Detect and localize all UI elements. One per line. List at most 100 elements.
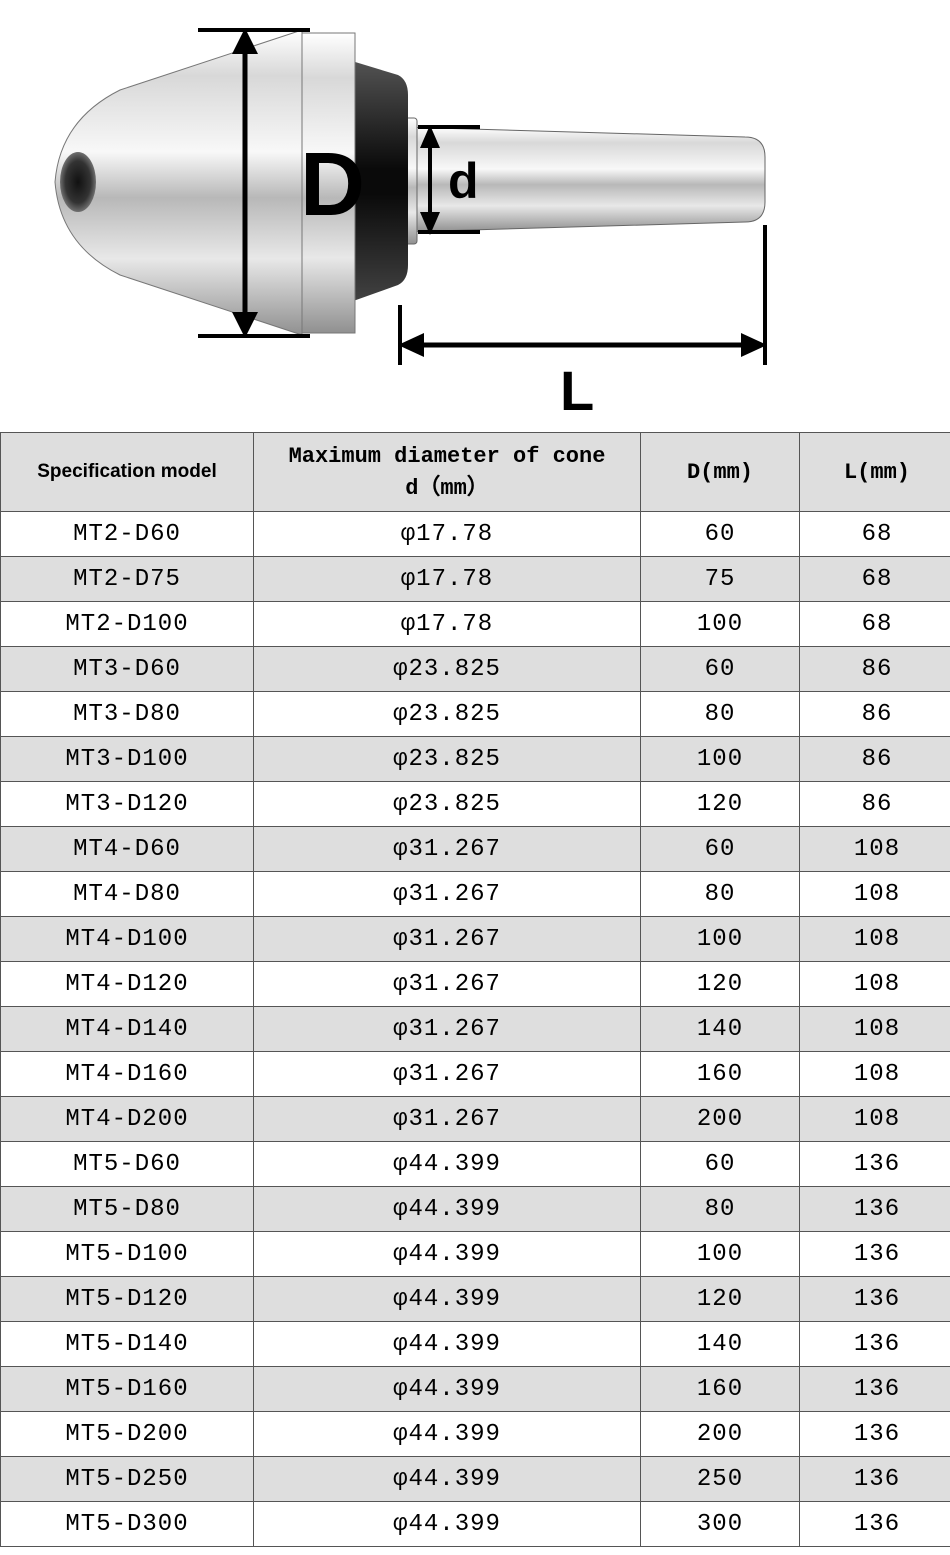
cell-L: 108 (800, 1007, 950, 1052)
cell-spec: MT3-D60 (1, 647, 254, 692)
col-header-L: L(mm) (800, 433, 950, 512)
cell-D: 80 (641, 1187, 800, 1232)
table-row: MT4-D200φ31.267200108 (1, 1097, 950, 1142)
col-header-spec: Specification model (1, 433, 254, 512)
table-row: MT3-D80φ23.8258086 (1, 692, 950, 737)
cell-L: 86 (800, 692, 950, 737)
cell-D: 160 (641, 1052, 800, 1097)
cell-spec: MT2-D60 (1, 512, 254, 557)
cell-cone_d: φ31.267 (254, 872, 641, 917)
table-row: MT3-D120φ23.82512086 (1, 782, 950, 827)
cell-D: 80 (641, 872, 800, 917)
table-row: MT5-D60φ44.39960136 (1, 1142, 950, 1187)
col-header-cone-d-line1: Maximum diameter of cone (289, 444, 606, 469)
cell-L: 136 (800, 1232, 950, 1277)
cell-D: 120 (641, 782, 800, 827)
cell-D: 100 (641, 917, 800, 962)
cell-L: 136 (800, 1502, 950, 1547)
cell-cone_d: φ31.267 (254, 1007, 641, 1052)
cell-spec: MT5-D100 (1, 1232, 254, 1277)
cell-L: 136 (800, 1322, 950, 1367)
dimension-D-label: D (300, 135, 365, 235)
cell-D: 160 (641, 1367, 800, 1412)
cell-L: 136 (800, 1367, 950, 1412)
cell-D: 100 (641, 602, 800, 647)
cell-spec: MT5-D80 (1, 1187, 254, 1232)
cell-cone_d: φ23.825 (254, 647, 641, 692)
cell-cone_d: φ31.267 (254, 827, 641, 872)
cell-spec: MT5-D250 (1, 1457, 254, 1502)
cell-spec: MT3-D100 (1, 737, 254, 782)
table-row: MT5-D140φ44.399140136 (1, 1322, 950, 1367)
cell-spec: MT3-D80 (1, 692, 254, 737)
cell-D: 80 (641, 692, 800, 737)
col-header-cone-d-line2: d（mm） (405, 476, 489, 501)
cell-spec: MT5-D140 (1, 1322, 254, 1367)
cell-cone_d: φ44.399 (254, 1322, 641, 1367)
cell-L: 108 (800, 917, 950, 962)
table-header-row: Specification model Maximum diameter of … (1, 433, 950, 512)
col-header-cone-d: Maximum diameter of cone d（mm） (254, 433, 641, 512)
product-diagram: D d L (0, 0, 950, 432)
cell-cone_d: φ44.399 (254, 1457, 641, 1502)
table-row: MT2-D100φ17.7810068 (1, 602, 950, 647)
cell-L: 68 (800, 557, 950, 602)
cell-D: 60 (641, 512, 800, 557)
cell-L: 108 (800, 872, 950, 917)
col-header-spec-text: Specification model (37, 461, 216, 482)
cell-cone_d: φ31.267 (254, 962, 641, 1007)
cell-spec: MT4-D160 (1, 1052, 254, 1097)
cell-spec: MT5-D120 (1, 1277, 254, 1322)
table-row: MT5-D160φ44.399160136 (1, 1367, 950, 1412)
cell-L: 86 (800, 737, 950, 782)
cell-cone_d: φ17.78 (254, 602, 641, 647)
col-header-L-text: L(mm) (844, 460, 910, 485)
cell-spec: MT4-D120 (1, 962, 254, 1007)
cell-L: 68 (800, 602, 950, 647)
table-row: MT4-D140φ31.267140108 (1, 1007, 950, 1052)
table-row: MT5-D300φ44.399300136 (1, 1502, 950, 1547)
cell-L: 136 (800, 1277, 950, 1322)
cell-cone_d: φ44.399 (254, 1142, 641, 1187)
cell-cone_d: φ17.78 (254, 512, 641, 557)
cell-spec: MT4-D80 (1, 872, 254, 917)
col-header-D-text: D(mm) (687, 460, 753, 485)
table-row: MT3-D60φ23.8256086 (1, 647, 950, 692)
cell-cone_d: φ23.825 (254, 782, 641, 827)
cell-D: 300 (641, 1502, 800, 1547)
cell-L: 108 (800, 1052, 950, 1097)
cell-cone_d: φ23.825 (254, 692, 641, 737)
diagram-svg: D d L (0, 0, 950, 432)
cell-cone_d: φ31.267 (254, 1052, 641, 1097)
cell-spec: MT5-D60 (1, 1142, 254, 1187)
cell-L: 136 (800, 1187, 950, 1232)
table-row: MT4-D120φ31.267120108 (1, 962, 950, 1007)
table-row: MT4-D100φ31.267100108 (1, 917, 950, 962)
cell-spec: MT4-D140 (1, 1007, 254, 1052)
table-row: MT2-D75φ17.787568 (1, 557, 950, 602)
table-row: MT4-D80φ31.26780108 (1, 872, 950, 917)
cell-cone_d: φ31.267 (254, 1097, 641, 1142)
cell-cone_d: φ17.78 (254, 557, 641, 602)
dimension-d-label: d (448, 153, 479, 209)
cell-D: 140 (641, 1007, 800, 1052)
cell-cone_d: φ31.267 (254, 917, 641, 962)
cell-D: 200 (641, 1412, 800, 1457)
table-row: MT5-D200φ44.399200136 (1, 1412, 950, 1457)
cell-D: 100 (641, 737, 800, 782)
cell-D: 120 (641, 962, 800, 1007)
nose-hole (60, 152, 96, 212)
table-row: MT2-D60φ17.786068 (1, 512, 950, 557)
cell-spec: MT4-D200 (1, 1097, 254, 1142)
cell-spec: MT3-D120 (1, 782, 254, 827)
cell-cone_d: φ44.399 (254, 1502, 641, 1547)
cell-D: 120 (641, 1277, 800, 1322)
cell-D: 60 (641, 647, 800, 692)
cell-spec: MT2-D100 (1, 602, 254, 647)
cell-spec: MT5-D160 (1, 1367, 254, 1412)
spec-table: Specification model Maximum diameter of … (0, 432, 950, 1547)
cell-cone_d: φ44.399 (254, 1412, 641, 1457)
cell-L: 136 (800, 1142, 950, 1187)
cell-spec: MT5-D200 (1, 1412, 254, 1457)
cell-D: 75 (641, 557, 800, 602)
